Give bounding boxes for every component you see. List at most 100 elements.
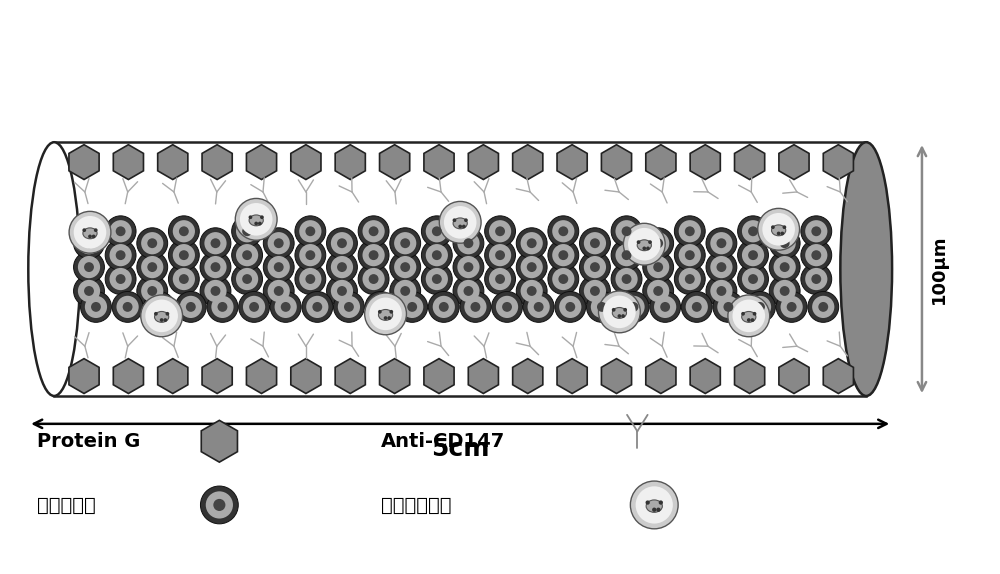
Circle shape <box>432 274 442 284</box>
Circle shape <box>586 292 617 323</box>
Circle shape <box>590 262 600 272</box>
Polygon shape <box>69 145 99 180</box>
Circle shape <box>173 220 195 242</box>
Circle shape <box>745 292 775 323</box>
Circle shape <box>762 213 795 246</box>
Circle shape <box>166 312 169 316</box>
Circle shape <box>656 507 661 512</box>
Ellipse shape <box>612 308 627 319</box>
Circle shape <box>428 292 459 323</box>
Circle shape <box>204 256 227 278</box>
Circle shape <box>780 286 790 296</box>
Circle shape <box>331 232 353 254</box>
Circle shape <box>489 220 511 242</box>
Circle shape <box>94 228 98 232</box>
Circle shape <box>421 240 452 270</box>
Circle shape <box>211 238 220 248</box>
Circle shape <box>175 292 206 323</box>
Circle shape <box>387 316 391 320</box>
Circle shape <box>78 232 100 254</box>
Circle shape <box>603 296 636 328</box>
Circle shape <box>611 216 642 247</box>
Circle shape <box>173 244 195 266</box>
Polygon shape <box>291 145 321 180</box>
Circle shape <box>652 507 656 512</box>
Circle shape <box>390 276 421 307</box>
Polygon shape <box>158 359 188 394</box>
Circle shape <box>748 226 758 236</box>
Ellipse shape <box>646 500 662 513</box>
Circle shape <box>249 215 252 219</box>
Circle shape <box>812 296 834 318</box>
Circle shape <box>776 292 807 323</box>
Circle shape <box>495 274 505 284</box>
Circle shape <box>305 226 315 236</box>
Circle shape <box>394 280 416 302</box>
Circle shape <box>200 251 231 282</box>
Polygon shape <box>823 359 853 394</box>
Circle shape <box>787 302 797 312</box>
Circle shape <box>274 262 284 272</box>
Circle shape <box>92 235 96 238</box>
Circle shape <box>611 240 642 270</box>
Circle shape <box>653 286 663 296</box>
Circle shape <box>394 232 416 254</box>
Polygon shape <box>291 359 321 394</box>
Circle shape <box>179 274 189 284</box>
Circle shape <box>270 292 301 323</box>
Circle shape <box>453 228 484 259</box>
Circle shape <box>685 250 695 260</box>
Circle shape <box>74 216 106 249</box>
Circle shape <box>331 280 353 302</box>
Text: Protein G: Protein G <box>37 432 141 451</box>
Polygon shape <box>690 145 720 180</box>
Circle shape <box>312 302 322 312</box>
Polygon shape <box>69 359 99 394</box>
Circle shape <box>147 262 157 272</box>
Circle shape <box>599 291 640 333</box>
Circle shape <box>769 276 800 307</box>
Polygon shape <box>779 359 809 394</box>
Polygon shape <box>601 359 632 394</box>
Circle shape <box>559 296 581 318</box>
Circle shape <box>552 244 574 266</box>
Polygon shape <box>690 359 720 394</box>
Circle shape <box>643 251 674 282</box>
Circle shape <box>818 302 828 312</box>
Polygon shape <box>468 145 498 180</box>
Circle shape <box>527 238 537 248</box>
Circle shape <box>685 274 695 284</box>
Circle shape <box>299 244 321 266</box>
Polygon shape <box>113 359 143 394</box>
Circle shape <box>400 262 410 272</box>
Circle shape <box>439 201 481 243</box>
Circle shape <box>728 295 770 337</box>
Circle shape <box>552 268 574 290</box>
Circle shape <box>591 296 613 318</box>
Ellipse shape <box>742 312 756 323</box>
Circle shape <box>758 208 800 250</box>
Circle shape <box>464 286 473 296</box>
Circle shape <box>263 276 294 307</box>
Circle shape <box>327 228 357 259</box>
Circle shape <box>780 238 790 248</box>
Circle shape <box>302 292 333 323</box>
Circle shape <box>236 220 258 242</box>
Circle shape <box>808 292 839 323</box>
Circle shape <box>646 246 650 250</box>
Circle shape <box>144 292 175 323</box>
Circle shape <box>457 232 480 254</box>
Circle shape <box>365 293 406 335</box>
Circle shape <box>74 251 104 282</box>
Circle shape <box>723 302 733 312</box>
Circle shape <box>444 206 476 239</box>
Circle shape <box>623 223 665 265</box>
Circle shape <box>148 296 170 318</box>
Circle shape <box>123 302 133 312</box>
Circle shape <box>748 274 758 284</box>
Circle shape <box>433 296 455 318</box>
Ellipse shape <box>772 225 786 236</box>
Circle shape <box>716 238 726 248</box>
Circle shape <box>397 292 428 323</box>
Circle shape <box>85 296 107 318</box>
